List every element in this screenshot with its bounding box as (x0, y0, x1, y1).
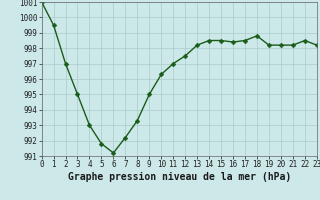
X-axis label: Graphe pression niveau de la mer (hPa): Graphe pression niveau de la mer (hPa) (68, 172, 291, 182)
